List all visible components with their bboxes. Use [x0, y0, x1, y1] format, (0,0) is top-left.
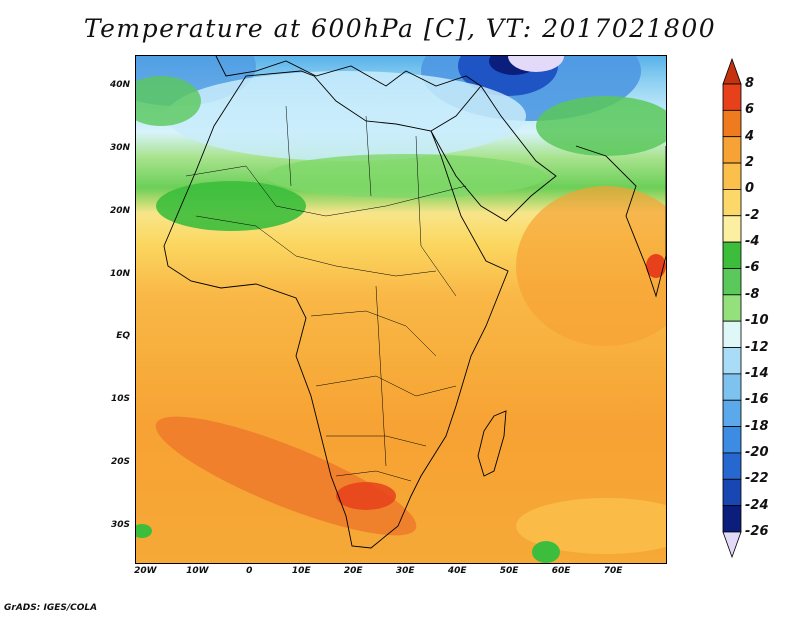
lat-tick-label: 10S	[110, 394, 130, 405]
colorbar-bin	[722, 241, 742, 269]
green-patch-south	[532, 541, 560, 563]
lon-tick-label: 10W	[186, 566, 209, 576]
colorbar-bin	[722, 373, 742, 401]
lon-tick-label: 30E	[395, 566, 415, 576]
colorbar-bin	[722, 136, 742, 164]
warm-core-south-africa	[336, 482, 396, 510]
lat-tick-label: 20N	[109, 205, 130, 216]
coastlines	[163, 56, 666, 549]
credit-text: GrADS: IGES/COLA	[4, 603, 98, 613]
colorbar-bin	[722, 215, 742, 243]
colorbar-label: -22	[745, 471, 769, 487]
lon-tick-label: 60E	[551, 566, 571, 576]
lat-tick-label: 30N	[109, 143, 130, 154]
cool-region-sahara	[166, 71, 526, 161]
colorbar-label: -18	[745, 418, 769, 434]
colorbar-bin	[722, 109, 742, 138]
colorbar-bin	[722, 505, 742, 533]
colorbar-label: 0	[745, 181, 755, 197]
colorbar-label: -4	[745, 234, 760, 250]
madagascar-coastline	[477, 410, 507, 477]
green-patch-southwest	[136, 524, 152, 538]
lon-tick-label: 20W	[134, 566, 157, 576]
map-area	[135, 55, 667, 564]
colorbar-label: -24	[745, 497, 769, 513]
colorbar-bin	[722, 189, 742, 217]
colorbar-label: 2	[745, 155, 755, 171]
colorbar-bin	[722, 426, 742, 454]
yellow-region-indian-ocean	[516, 498, 666, 554]
colorbar-bin	[722, 268, 742, 296]
lat-tick-label: 20S	[110, 456, 130, 467]
africa-coastline	[163, 70, 509, 549]
colorbar-bin	[722, 162, 742, 190]
lat-tick-label: 10N	[109, 268, 130, 279]
lon-tick-label: 20E	[343, 566, 363, 576]
country-borders	[185, 105, 467, 482]
colorbar-min-triangle	[722, 531, 742, 558]
colorbar-bin	[722, 452, 742, 480]
colorbar-label: 4	[745, 128, 755, 144]
colorbar-label: -20	[745, 444, 769, 460]
colorbar-bin	[722, 347, 742, 375]
warm-streak-south-atlantic	[155, 416, 417, 536]
colorbar-label: -26	[745, 524, 769, 539]
colorbar-bin	[722, 294, 742, 322]
warm-patch-india	[646, 254, 666, 278]
colorbar-label: -8	[745, 286, 760, 302]
colorbar-label: -6	[745, 260, 760, 276]
lon-tick-label: 40E	[447, 566, 467, 576]
lat-tick-label: EQ	[116, 331, 130, 342]
colorbar-bin	[722, 399, 742, 427]
chart-title: Temperature at 600hPa [C], VT: 201702180…	[83, 14, 717, 43]
colorbar-bin	[722, 83, 742, 111]
lon-tick-label: 50E	[499, 566, 519, 576]
colorbar-label: 8	[745, 76, 755, 91]
min-region	[508, 56, 564, 72]
lon-tick-label: 0	[246, 566, 253, 576]
europe-coastline	[215, 56, 482, 87]
colorbar-label: 6	[745, 102, 755, 118]
colorbar-bin	[722, 478, 742, 507]
arabia-coastline	[430, 85, 557, 222]
colorbar-label: -10	[745, 313, 769, 329]
lat-tick-label: 40N	[109, 80, 130, 91]
colorbar-max-triangle	[722, 58, 742, 85]
colorbar-label: -14	[745, 365, 769, 381]
green-region-atlantic	[136, 76, 201, 126]
green-band-west	[156, 181, 306, 231]
lon-tick-label: 10E	[291, 566, 311, 576]
green-band-east	[536, 96, 666, 156]
colorbar-bin	[722, 320, 742, 348]
colorbar-label: -2	[745, 207, 760, 223]
green-band-central	[266, 154, 546, 198]
warm-region-arabian-sea	[516, 186, 666, 346]
colorbar-label: -16	[745, 392, 769, 408]
colorbar	[722, 58, 742, 558]
india-coastline	[575, 145, 666, 298]
temperature-field	[136, 56, 666, 563]
colorbar-label: -12	[745, 339, 769, 355]
lon-tick-label: 70E	[603, 566, 623, 576]
lat-tick-label: 30S	[110, 519, 130, 530]
